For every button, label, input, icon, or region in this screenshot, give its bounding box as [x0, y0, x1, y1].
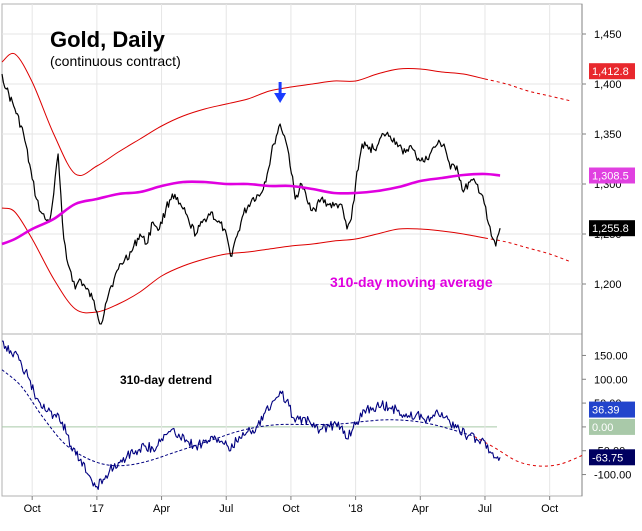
detrend-zero-value-tag: 0.00 [589, 418, 635, 435]
x-tick-label: Oct [541, 503, 558, 515]
detrend-ref-value-tag-bg [589, 401, 635, 418]
upper-band-value-tag-bg [589, 63, 635, 80]
detrend-line [1, 340, 501, 490]
price-line [1, 73, 501, 325]
last-price-value-tag: 1,255.8 [589, 220, 635, 237]
ma-value-tag-text: 1,308.5 [592, 171, 629, 183]
detrend-ref-value-tag: 36.39 [589, 401, 635, 418]
x-tick-label: Apr [412, 503, 429, 515]
last-price-value-tag-text: 1,255.8 [592, 223, 629, 235]
lower-series-group [1, 340, 583, 490]
moving-average-line [1, 172, 501, 246]
upper-band-value-tag-text: 1,412.8 [592, 66, 629, 78]
lower-band-projection-line [484, 237, 572, 263]
upper-y-tick-label: 1,200 [594, 279, 622, 291]
x-tick-label: Oct [282, 503, 299, 515]
x-tick-label: '18 [348, 503, 362, 515]
upper-y-tick-label: 1,450 [594, 29, 622, 41]
detrend-zero-value-tag-bg [589, 418, 635, 435]
upper-band-value-tag: 1,412.8 [589, 63, 635, 80]
lower-y-tick-label: -100.00 [594, 470, 631, 482]
detrend-trend-line [1, 369, 475, 467]
detrend-projection-line [473, 435, 583, 467]
lower-y-tick-label: 100.00 [594, 374, 628, 386]
ma-value-tag-bg [589, 167, 635, 184]
detrend-last-value-tag-bg [589, 449, 635, 466]
x-tick-label: Jul [219, 503, 233, 515]
value-tags-group: 1,412.8 1,308.5 1,255.8 36.39 0.00 -63.75 [589, 63, 635, 466]
upper-y-tick-label: 1,400 [594, 79, 622, 91]
chart-subtitle: (continuous contract) [50, 53, 181, 69]
x-tick-label: '17 [90, 503, 104, 515]
upper-band-projection-line [484, 78, 572, 102]
detrend-last-value-tag-text: -63.75 [592, 452, 623, 464]
ma-annotation: 310-day moving average [330, 274, 493, 290]
last-price-value-tag-bg [589, 220, 635, 237]
detrend-annotation: 310-day detrend [120, 373, 212, 387]
detrend-zero-value-tag-text: 0.00 [592, 422, 613, 434]
upper-grid [2, 4, 582, 334]
upper-band-line [1, 52, 486, 177]
upper-series-group [1, 52, 572, 325]
down-arrow-icon [274, 82, 287, 103]
detrend-ref-value-tag-text: 36.39 [592, 405, 620, 417]
ma-value-tag: 1,308.5 [589, 167, 635, 184]
detrend-last-value-tag: -63.75 [589, 449, 635, 466]
lower-band-line [1, 207, 486, 314]
upper-y-tick-label: 1,350 [594, 129, 622, 141]
lower-y-tick-label: 150.00 [594, 350, 628, 362]
x-tick-label: Jul [478, 503, 492, 515]
chart-title: Gold, Daily [50, 27, 166, 52]
x-tick-label: Apr [153, 503, 170, 515]
x-tick-label: Oct [24, 503, 41, 515]
